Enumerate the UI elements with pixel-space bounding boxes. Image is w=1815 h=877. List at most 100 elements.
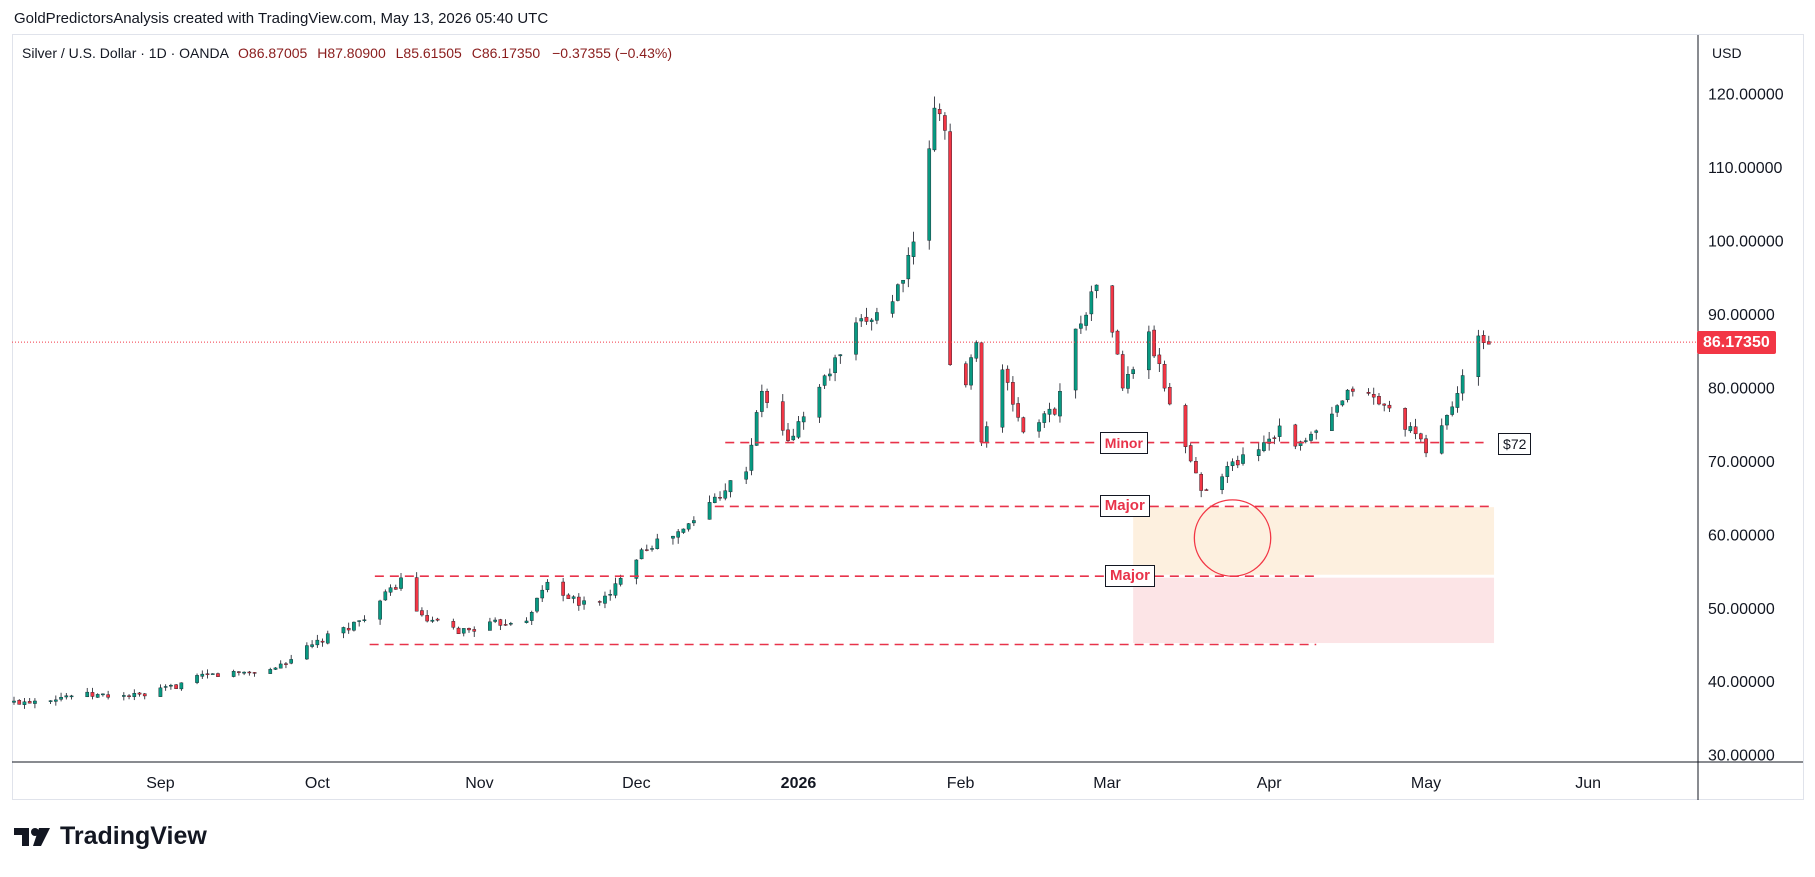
- candle-up: [1335, 405, 1339, 413]
- candle-down: [1366, 391, 1371, 394]
- candle-up: [1079, 323, 1083, 329]
- legend-low: L85.61505: [395, 45, 462, 61]
- candle-down: [1183, 405, 1188, 447]
- candle-up: [822, 375, 827, 386]
- candle-down: [979, 342, 984, 443]
- candle-down: [864, 316, 869, 322]
- tradingview-logo-icon: [14, 827, 50, 846]
- candle-down: [718, 497, 722, 499]
- candle-up: [12, 700, 16, 703]
- level-label: Major: [1105, 565, 1156, 588]
- candle-down: [1377, 396, 1381, 405]
- candle-up: [801, 416, 806, 423]
- candle-up: [1220, 476, 1224, 490]
- candle-up: [927, 148, 932, 241]
- candle-down: [174, 684, 178, 689]
- candle-up: [509, 623, 513, 625]
- candle-down: [1005, 368, 1010, 383]
- candle-up: [273, 667, 278, 670]
- chart-frame: [12, 34, 1804, 800]
- candle-down: [1194, 461, 1198, 474]
- candle-down: [780, 401, 785, 431]
- x-tick-label: Nov: [465, 775, 493, 792]
- candle-down: [576, 596, 581, 606]
- candle-down: [503, 624, 508, 626]
- chart-attribution: GoldPredictorsAnalysis created with Trad…: [14, 10, 549, 27]
- candle-up: [634, 559, 639, 579]
- candle-up: [388, 587, 393, 593]
- candle-up: [540, 589, 545, 599]
- candle-down: [346, 627, 351, 631]
- candle-down: [1021, 417, 1026, 433]
- y-tick-label: 70.00000: [1708, 454, 1775, 471]
- overlays-layer: [1193, 499, 1272, 577]
- candle-up: [1000, 369, 1005, 428]
- candle-down: [1486, 341, 1491, 345]
- candle-up: [911, 241, 916, 257]
- candle-up: [169, 684, 173, 687]
- candle-down: [320, 640, 325, 643]
- candle-up: [1340, 400, 1345, 406]
- y-tick-label: 100.00000: [1708, 234, 1784, 251]
- candle-down: [420, 610, 424, 616]
- candle-up: [1084, 314, 1088, 326]
- candle-up: [1455, 393, 1460, 408]
- candle-down: [216, 673, 220, 677]
- candle-up: [1408, 426, 1413, 432]
- candle-up: [461, 628, 466, 634]
- symbol-legend[interactable]: Silver / U.S. Dollar · 1D · OANDA O86.87…: [22, 45, 672, 61]
- candle-up: [869, 319, 874, 322]
- candle-up: [817, 386, 822, 418]
- candle-down: [252, 672, 257, 674]
- candle-down: [456, 627, 461, 635]
- candle-down: [1481, 335, 1486, 344]
- x-tick-label: Oct: [305, 775, 330, 792]
- level-label: Minor: [1099, 431, 1148, 454]
- y-tick-label: 30.00000: [1708, 748, 1775, 765]
- candle-up: [1309, 433, 1313, 441]
- candle-up: [1147, 331, 1151, 371]
- candle-up: [493, 619, 497, 622]
- candle-up: [754, 412, 759, 446]
- candle-up: [48, 700, 53, 702]
- candle-down: [472, 629, 477, 632]
- candle-up: [1073, 328, 1078, 391]
- candle-up: [289, 659, 294, 664]
- candle-up: [488, 621, 492, 631]
- candle-down: [106, 694, 110, 698]
- candle-down: [414, 577, 419, 612]
- candle-up: [571, 596, 576, 599]
- candle-down: [1199, 474, 1203, 491]
- candle-down: [127, 695, 131, 697]
- candle-up: [158, 687, 163, 697]
- candle-down: [566, 594, 571, 599]
- candle-up: [686, 523, 691, 530]
- candle-up: [352, 621, 356, 631]
- candle-up: [122, 695, 126, 697]
- x-tick-label: Jun: [1575, 775, 1601, 792]
- candle-up: [325, 633, 330, 644]
- candle-down: [937, 109, 942, 115]
- candle-up: [33, 700, 37, 704]
- candle-up: [859, 318, 864, 322]
- candle-up: [896, 284, 900, 301]
- candle-up: [305, 645, 309, 660]
- y-tick-label: 80.00000: [1708, 380, 1775, 397]
- legend-close: C86.17350: [471, 45, 541, 61]
- candle-up: [692, 520, 696, 524]
- candle-down: [786, 429, 790, 441]
- candle-up: [618, 577, 623, 585]
- candle-up: [545, 581, 550, 590]
- candle-up: [1445, 415, 1449, 426]
- brand[interactable]: TradingView: [14, 822, 207, 851]
- candle-down: [1157, 354, 1162, 364]
- candle-down: [247, 671, 252, 674]
- candle-down: [237, 671, 241, 673]
- candle-up: [707, 502, 712, 520]
- candle-up: [64, 695, 69, 698]
- candle-down: [1371, 394, 1376, 398]
- legend-symbol: Silver / U.S. Dollar · 1D · OANDA: [22, 45, 229, 61]
- currency-selector[interactable]: USD: [1712, 45, 1742, 61]
- candle-up: [791, 435, 796, 441]
